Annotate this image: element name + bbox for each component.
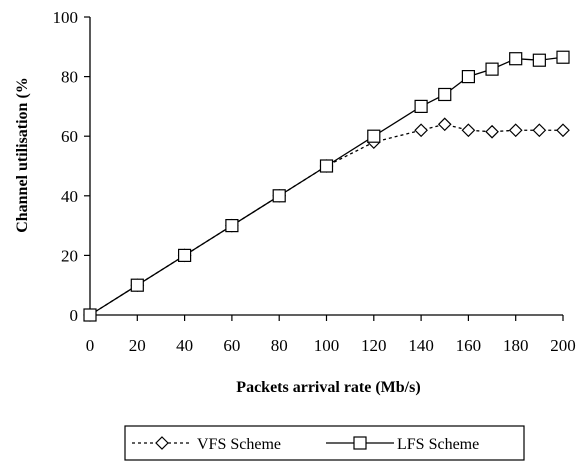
square-marker [414,99,428,114]
legend-square-icon [353,436,367,450]
series-vfs-scheme [83,117,570,322]
diamond-marker [437,117,452,132]
series-layer [83,50,570,322]
square-marker [485,62,499,76]
x-tick-label: 200 [550,336,576,355]
diamond-marker [414,123,428,138]
square-marker [178,248,192,262]
diamond-marker [508,123,523,138]
y-tick-label: 20 [61,246,78,265]
legend-diamond-icon [155,436,169,450]
x-tick-label: 140 [408,336,434,355]
square-marker [83,308,97,322]
x-axis-title: Packets arrival rate (Mb/s) [236,379,420,396]
y-tick-label: 100 [53,8,79,27]
legend: VFS Scheme LFS Scheme [124,425,525,461]
series-line [89,123,563,316]
legend-vfs-label: VFS Scheme [197,436,281,453]
legend-lfs-label: LFS Scheme [397,436,479,453]
x-tick-label: 40 [176,336,193,355]
x-tick-label: 180 [503,336,529,355]
x-tick-label: 120 [361,336,387,355]
x-tick-label: 80 [271,336,288,355]
x-tick-label: 60 [223,336,240,355]
diamond-marker [461,123,476,138]
y-tick-label: 80 [61,68,78,87]
x-tick-label: 160 [456,336,482,355]
square-marker [509,52,523,66]
x-tick-label: 0 [86,336,95,355]
x-tick-label: 20 [129,336,146,355]
square-marker [438,87,452,102]
series-lfs-scheme [83,50,570,322]
square-marker [367,129,381,143]
series-line [89,56,564,316]
y-tick-label: 0 [70,306,79,325]
square-marker [272,189,286,203]
axes: 0 20 40 60 80 100 0 20 40 60 80 100 120 140 160 180 200 [53,8,576,355]
square-marker [556,50,570,64]
square-marker [532,53,546,67]
y-tick-label: 40 [61,187,78,206]
y-tick-label: 60 [61,127,78,146]
x-tick-label: 100 [314,336,340,355]
diamond-marker [556,123,570,138]
square-marker [225,219,239,233]
y-axis-title: Channel utilisation (% [14,77,31,233]
legend-box [124,425,525,461]
diamond-marker [532,123,547,138]
square-marker [130,278,144,292]
square-marker [319,159,334,173]
diamond-marker [485,124,499,139]
square-marker [461,69,475,84]
